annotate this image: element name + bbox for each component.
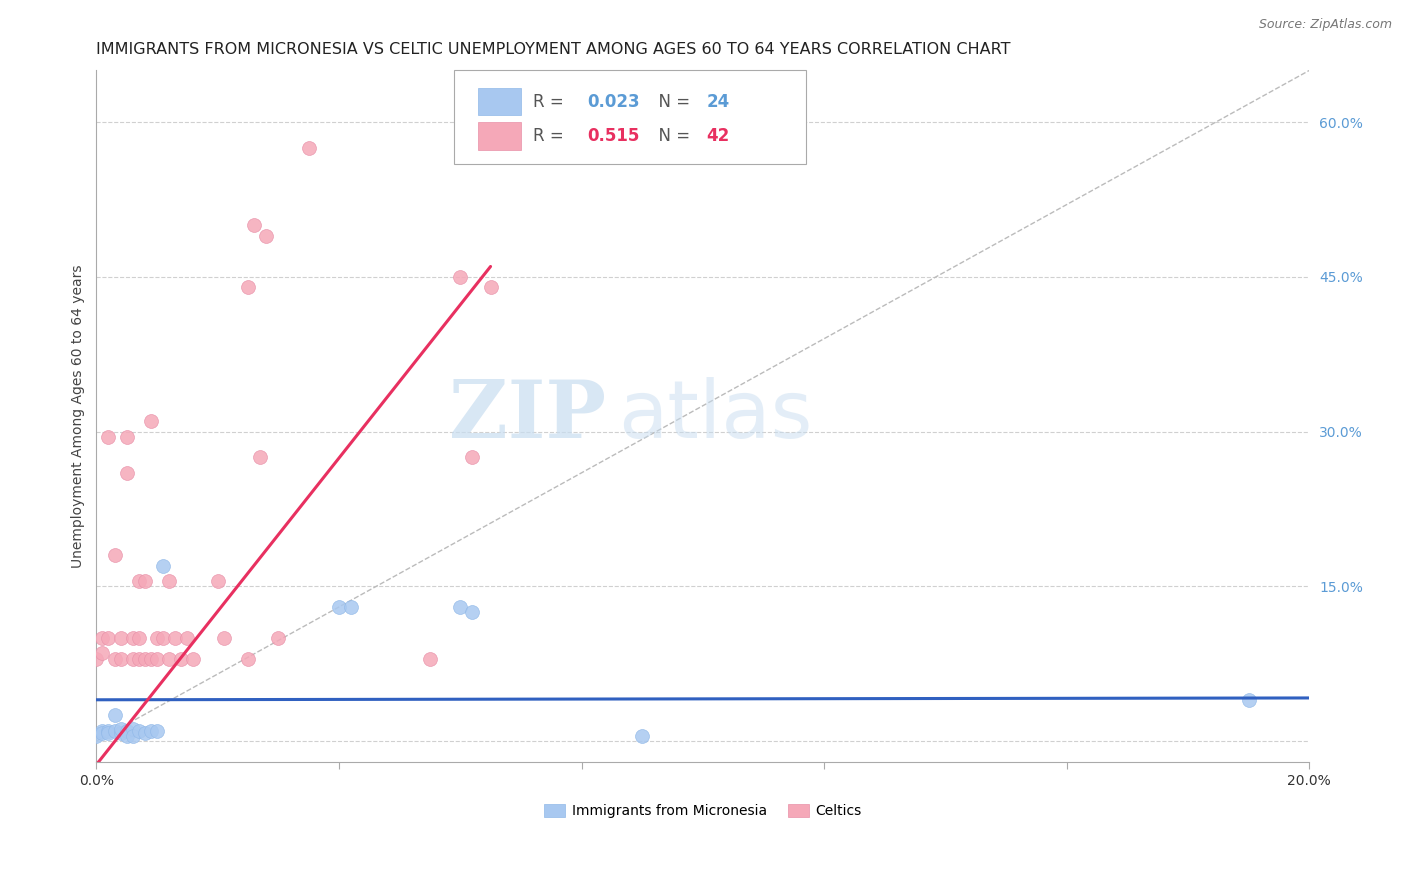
Point (103, 708, 125, 723)
Point (170, 651, 193, 665)
Text: atlas: atlas (617, 377, 813, 455)
Point (128, 723, 150, 738)
Point (128, 574, 150, 589)
Text: N =: N = (648, 127, 696, 145)
Text: IMMIGRANTS FROM MICRONESIA VS CELTIC UNEMPLOYMENT AMONG AGES 60 TO 64 YEARS CORR: IMMIGRANTS FROM MICRONESIA VS CELTIC UNE… (97, 42, 1011, 57)
Point (461, 605, 484, 619)
Point (86, 651, 108, 665)
Point (479, 280, 502, 294)
Point (121, 651, 143, 665)
Point (103, 549, 125, 563)
FancyBboxPatch shape (454, 70, 806, 164)
Point (91, 647, 114, 661)
Point (115, 729, 138, 743)
Point (165, 631, 187, 645)
Point (121, 729, 143, 743)
Point (449, 599, 471, 614)
Point (157, 574, 180, 589)
Point (97, 723, 120, 738)
Point (115, 466, 138, 480)
Legend: Immigrants from Micronesia, Celtics: Immigrants from Micronesia, Celtics (538, 799, 868, 824)
Point (110, 651, 132, 665)
Point (152, 558, 174, 573)
Point (103, 723, 125, 738)
Point (236, 280, 259, 294)
Y-axis label: Unemployment Among Ages 60 to 64 years: Unemployment Among Ages 60 to 64 years (72, 264, 86, 568)
Point (631, 729, 654, 743)
Point (328, 599, 350, 614)
Point (134, 651, 156, 665)
Point (121, 722, 143, 736)
Point (128, 631, 150, 645)
Point (157, 651, 180, 665)
Point (176, 631, 198, 645)
Point (115, 723, 138, 738)
Point (207, 574, 229, 589)
Text: Source: ZipAtlas.com: Source: ZipAtlas.com (1258, 18, 1392, 31)
Text: 0.023: 0.023 (588, 93, 640, 111)
Point (91, 723, 114, 738)
Text: N =: N = (648, 93, 696, 111)
Point (110, 726, 132, 740)
Point (139, 651, 162, 665)
Text: 42: 42 (706, 127, 730, 145)
Point (139, 723, 162, 738)
Point (121, 631, 143, 645)
Point (134, 574, 156, 589)
Point (97, 430, 120, 444)
Point (91, 726, 114, 740)
Point (419, 651, 441, 665)
Point (267, 631, 290, 645)
Point (152, 631, 174, 645)
Point (115, 430, 138, 444)
Point (243, 218, 266, 232)
Text: 24: 24 (706, 93, 730, 111)
Point (110, 631, 132, 645)
Point (86, 729, 108, 743)
Point (449, 269, 471, 284)
FancyBboxPatch shape (478, 87, 520, 115)
Point (146, 723, 169, 738)
Text: 0.515: 0.515 (588, 127, 640, 145)
Point (297, 141, 319, 155)
Point (183, 651, 205, 665)
Point (97, 726, 120, 740)
Point (340, 599, 363, 614)
FancyBboxPatch shape (478, 122, 520, 150)
Point (236, 651, 259, 665)
Point (103, 651, 125, 665)
Point (146, 631, 169, 645)
Point (249, 450, 271, 465)
Text: R =: R = (533, 127, 569, 145)
Point (91, 631, 114, 645)
Point (97, 631, 120, 645)
Point (128, 651, 150, 665)
Point (134, 726, 156, 740)
Point (139, 414, 162, 428)
Point (110, 722, 132, 736)
Point (212, 631, 235, 645)
Point (254, 228, 277, 243)
Text: R =: R = (533, 93, 569, 111)
Point (461, 450, 484, 465)
Point (1237, 693, 1260, 707)
Point (146, 651, 169, 665)
Text: ZIP: ZIP (449, 377, 606, 455)
